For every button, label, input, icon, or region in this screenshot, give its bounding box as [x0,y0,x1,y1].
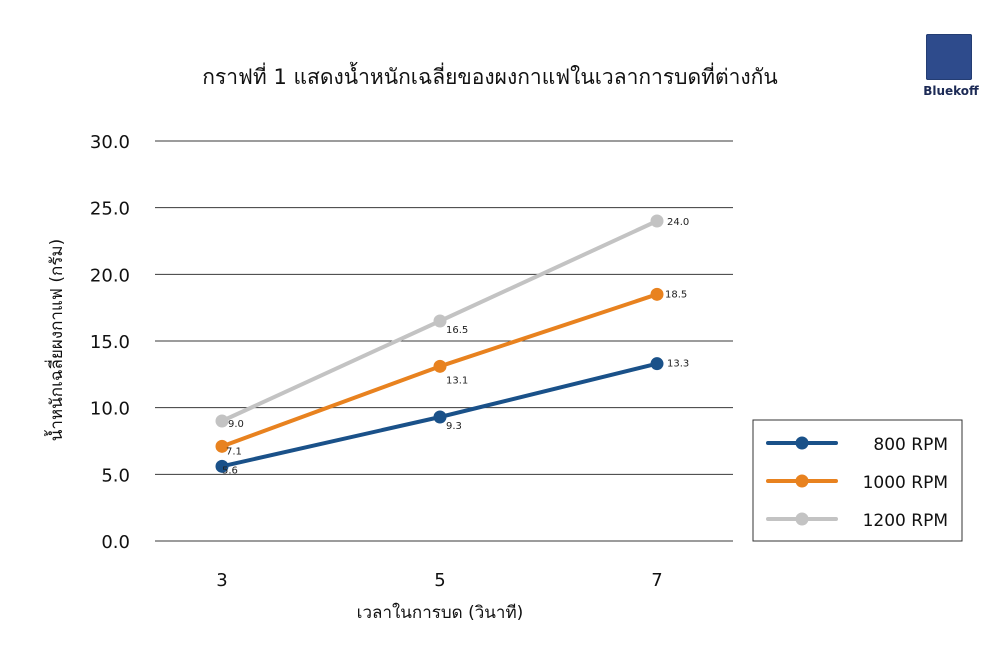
data-point [650,357,664,371]
x-tick-label: 5 [434,570,445,591]
series-lines: 5.6 9.3 13.3 7.1 13.1 18.5 9.0 16.5 24.0 [215,214,689,476]
data-label: 13.1 [446,375,468,386]
data-label: 13.3 [667,359,689,370]
data-point [433,314,447,328]
data-point [650,214,664,228]
y-tick-label: 20.0 [90,265,130,286]
legend-swatch-marker [795,436,809,450]
legend-entry-label: 1200 RPM [863,511,948,531]
legend-entry-label: 800 RPM [873,435,948,455]
data-label: 7.1 [226,446,242,457]
brand-name: Bluekoff [923,84,979,98]
legend: 800 RPM 1000 RPM 1200 RPM [752,419,963,542]
data-label: 9.3 [446,421,462,432]
series-800-rpm: 5.6 9.3 13.3 [215,357,689,476]
brand-logo: Bluekoff [918,34,984,98]
chart-title: กราฟที่ 1 แสดงน้ำหนักเฉลี่ยของผงกาแฟในเว… [202,62,777,89]
y-axis-ticks: 0.0 5.0 10.0 15.0 20.0 25.0 30.0 [90,132,130,553]
data-label: 5.6 [222,465,238,476]
data-point [215,439,229,453]
data-label: 18.5 [665,289,687,300]
brand-logo-mark [926,34,972,80]
legend-swatch-marker [795,474,809,488]
data-point [650,287,664,301]
data-label: 16.5 [446,325,468,336]
x-axis-ticks: 3 5 7 [216,570,662,591]
series-1000-rpm: 7.1 13.1 18.5 [215,287,687,457]
y-tick-label: 0.0 [101,532,130,553]
data-point [215,414,229,428]
data-point [433,410,447,424]
gridlines [155,140,733,542]
data-label: 9.0 [228,419,244,430]
legend-swatch-marker [795,512,809,526]
data-point [215,459,229,473]
x-tick-label: 3 [216,570,227,591]
y-tick-label: 5.0 [101,465,130,486]
y-tick-label: 25.0 [90,199,130,220]
data-label: 24.0 [667,217,689,228]
x-tick-label: 7 [651,570,662,591]
x-axis-label: เวลาในการบด (วินาที) [357,602,524,623]
y-tick-label: 10.0 [90,399,130,420]
legend-entry-label: 1000 RPM [863,473,948,493]
y-axis-label: น้ำหนักเฉลี่ยผงกาแฟ (กรัม) [44,239,67,441]
series-1200-rpm: 9.0 16.5 24.0 [215,214,689,430]
data-point [433,359,447,373]
y-tick-label: 30.0 [90,132,130,153]
y-tick-label: 15.0 [90,332,130,353]
